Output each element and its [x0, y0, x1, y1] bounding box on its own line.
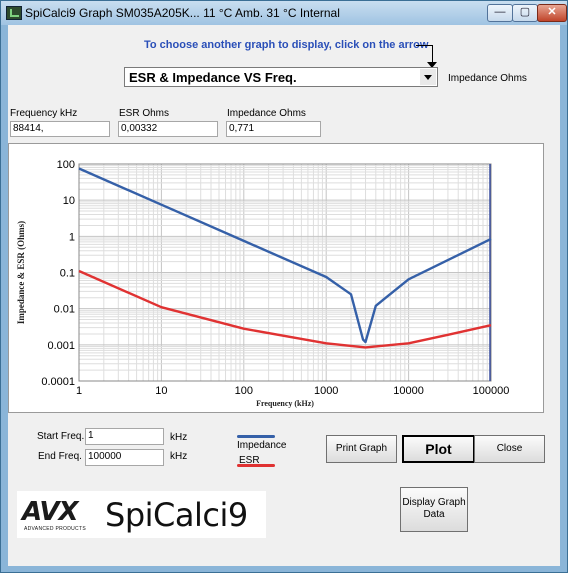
esr-field[interactable]: 0,00332 — [118, 121, 218, 137]
brand-logo: AVX ADVANCED PRODUCTS SpiCalci9 — [17, 491, 266, 538]
avx-logo: AVX — [22, 497, 79, 527]
graph-panel[interactable]: 1 10 100 1000 10000 100000 100 10 1 0.1 0.01 0.001 0… — [8, 143, 544, 413]
app-icon — [6, 6, 22, 20]
x-tick-label: 10 — [155, 385, 167, 397]
esr-impedance-chart: 1 10 100 1000 10000 100000 100 10 1 0.1 0.01 0.001 0… — [16, 159, 510, 408]
impedance-series-line — [78, 167, 492, 344]
y-tick-label: 0.1 — [60, 268, 75, 280]
frequency-label: Frequency kHz — [10, 108, 78, 119]
pointer-arrow-icon — [427, 62, 437, 68]
x-axis-label: Frequency (kHz) — [256, 399, 314, 408]
x-tick-label: 1000 — [314, 385, 338, 397]
window-title: SpiCalci9 Graph SM035A205K... 11 °C Amb.… — [25, 6, 340, 20]
impedance-legend-line — [237, 435, 275, 438]
esr-legend-label: ESR — [239, 455, 260, 466]
impedance-field[interactable]: 0,771 — [226, 121, 321, 137]
avx-tagline: ADVANCED PRODUCTS — [24, 526, 86, 532]
start-freq-label: Start Freq. — [37, 431, 85, 442]
graph-type-select[interactable]: ESR & Impedance VS Freq. — [124, 67, 438, 87]
start-freq-input[interactable]: 1 — [85, 428, 164, 445]
y-tick-label: 0.001 — [47, 340, 75, 352]
instruction-text: To choose another graph to display, clic… — [144, 39, 429, 51]
pointer-line — [416, 45, 433, 66]
frequency-field[interactable]: 88414, — [10, 121, 110, 137]
product-name: SpiCalci9 — [105, 496, 248, 534]
esr-legend-line — [237, 464, 275, 467]
plot-frame — [78, 163, 492, 382]
y-tick-label: 10 — [63, 195, 75, 207]
unit-label: Impedance Ohms — [448, 73, 527, 84]
start-freq-unit: kHz — [170, 432, 188, 443]
client-area: To choose another graph to display, clic… — [8, 25, 560, 566]
y-tick-label: 1 — [69, 231, 75, 243]
minimize-button[interactable]: — — [487, 4, 513, 22]
x-tick-label: 1 — [76, 385, 82, 397]
y-tick-label: 100 — [57, 159, 75, 171]
print-graph-button[interactable]: Print Graph — [326, 435, 397, 463]
close-window-button[interactable]: ✕ — [537, 4, 567, 22]
esr-series-line — [78, 269, 492, 349]
x-tick-label: 100 — [235, 385, 253, 397]
impedance-legend-label: Impedance — [237, 440, 287, 451]
y-tick-label: 0.0001 — [41, 376, 75, 388]
title-bar[interactable]: SpiCalci9 Graph SM035A205K... 11 °C Amb.… — [1, 1, 567, 25]
display-graph-data-button[interactable]: Display Graph Data — [400, 487, 468, 532]
plot-button[interactable]: Plot — [402, 435, 475, 463]
dropdown-arrow-icon[interactable] — [420, 69, 436, 85]
maximize-button[interactable]: ▢ — [512, 4, 538, 22]
esr-label: ESR Ohms — [119, 108, 170, 119]
impedance-label: Impedance Ohms — [227, 108, 306, 119]
x-tick-label: 10000 — [393, 385, 424, 397]
y-tick-label: 0.01 — [54, 304, 75, 316]
graph-type-value: ESR & Impedance VS Freq. — [129, 70, 297, 85]
end-freq-input[interactable]: 100000 — [85, 449, 164, 466]
end-freq-unit: kHz — [170, 451, 188, 462]
close-button[interactable]: Close — [474, 435, 545, 463]
end-freq-label: End Freq. — [38, 451, 82, 462]
y-axis-label: Impedance & ESR (Ohms) — [16, 221, 26, 324]
x-tick-label: 100000 — [473, 385, 510, 397]
